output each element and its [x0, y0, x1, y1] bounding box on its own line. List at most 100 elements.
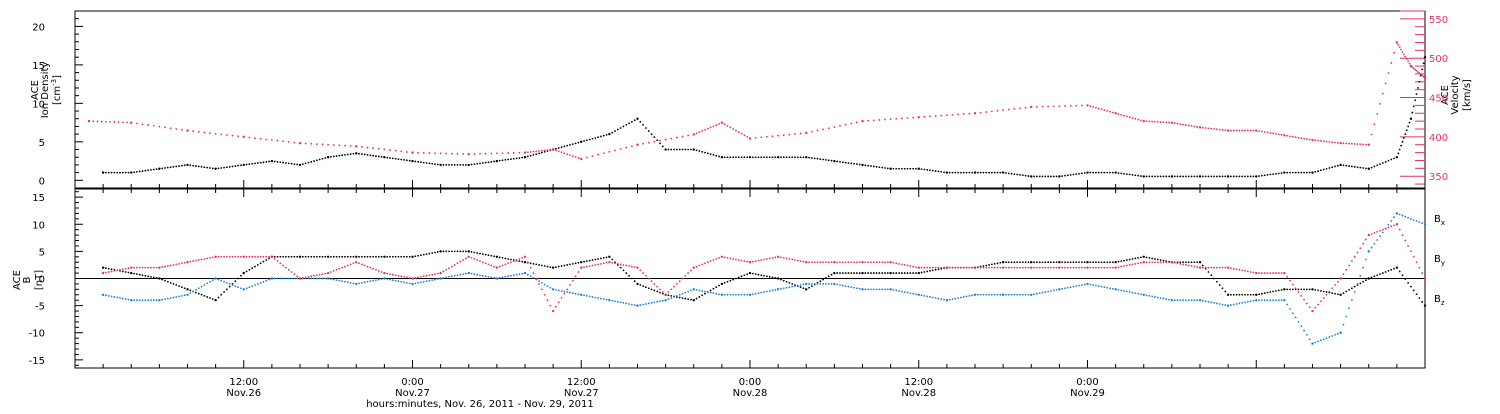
b-dot-2: [667, 291, 670, 293]
velocity-dot-0: [850, 122, 853, 125]
velocity-dot-0: [327, 143, 330, 146]
b-dot-0: [197, 292, 200, 295]
b-point-2-38: [1170, 261, 1174, 264]
velocity-dot-0: [1365, 143, 1367, 146]
b-dot-0: [808, 286, 810, 289]
b-dot-1: [684, 291, 687, 294]
density-dot-0: [473, 163, 476, 166]
velocity-dot-0: [718, 122, 720, 125]
density-dot-0: [557, 147, 560, 149]
b-dot-0: [518, 260, 521, 263]
b-point-1-35: [1086, 282, 1089, 286]
b-dot-2: [1213, 266, 1215, 269]
b-point-0-1: [130, 271, 133, 275]
b-dot-0: [1418, 297, 1421, 299]
b-dot-0: [245, 270, 248, 273]
b-dot-2: [810, 261, 813, 264]
b-dot-0: [377, 255, 380, 258]
b-dot-0: [1348, 288, 1350, 291]
velocity-dot-0: [1260, 130, 1263, 133]
b-dot-2: [1365, 238, 1367, 241]
b-dot-1: [1305, 334, 1308, 336]
velocity-dot-0: [1258, 130, 1260, 132]
b-dot-2: [726, 256, 729, 259]
b-dot-2: [1272, 272, 1275, 274]
b-dot-2: [614, 262, 616, 265]
b-dot-0: [504, 257, 507, 260]
b-dot-2: [701, 263, 704, 266]
b-point-1-27: [861, 288, 864, 291]
b-dot-1: [386, 278, 389, 280]
b-point-2-2: [158, 266, 161, 269]
velocity-dot-0: [1047, 105, 1050, 108]
b-dot-1: [819, 283, 822, 285]
b-dot-1: [1241, 302, 1244, 304]
b-point-0-11: [411, 255, 414, 259]
velocity-dot-0: [1092, 106, 1095, 108]
b-dot-0: [735, 277, 737, 280]
b-dot-0: [349, 255, 352, 258]
b-dot-2: [1221, 266, 1224, 269]
velocity-dot-0: [1235, 129, 1238, 132]
density-dot-0: [417, 160, 420, 163]
velocity-point-0-30: [1367, 143, 1370, 146]
velocity-dot-0: [377, 147, 380, 150]
density-dot-0: [375, 155, 377, 157]
density-dot-0: [555, 147, 557, 150]
velocity-dot-0: [1007, 108, 1010, 111]
b-dot-0: [681, 297, 684, 299]
b-dot-2: [625, 264, 628, 267]
legend-bz: Bz: [1434, 294, 1445, 307]
b-dot-0: [982, 265, 985, 267]
b-dot-1: [498, 277, 501, 279]
b-dot-0: [650, 288, 653, 291]
b-dot-2: [1103, 266, 1106, 269]
b-dot-2: [746, 260, 749, 263]
b-dot-2: [105, 271, 107, 274]
b-dot-2: [802, 260, 805, 263]
b-dot-0: [358, 255, 360, 258]
b-point-0-0: [101, 266, 105, 269]
density-point-0-8: [326, 156, 330, 159]
b-dot-0: [872, 272, 875, 274]
b-dot-2: [976, 266, 979, 269]
density-dot-0: [1405, 129, 1408, 132]
b-dot-1: [1109, 287, 1111, 290]
b-dot-0: [228, 285, 231, 288]
b-dot-2: [957, 266, 960, 269]
b-dot-0: [690, 298, 692, 301]
b-dot-0: [166, 280, 169, 283]
b-dot-0: [774, 277, 777, 279]
density-dot-0: [1182, 175, 1185, 178]
density-dot-0: [802, 156, 805, 159]
velocity-dot-0: [706, 127, 709, 130]
b-point-0-7: [298, 255, 302, 259]
b-dot-1: [1080, 284, 1083, 286]
b-dot-2: [164, 265, 166, 268]
b-dot-1: [830, 283, 833, 285]
b-point-2-13: [467, 255, 470, 259]
velocity-point-0-33: [1423, 76, 1427, 80]
density-dot-0: [822, 158, 825, 161]
b-dot-2: [169, 264, 172, 267]
b-dot-2: [484, 262, 487, 265]
b-dot-1: [847, 285, 850, 288]
velocity-dot-0: [934, 115, 937, 117]
velocity-point-0-28: [1311, 138, 1314, 142]
b-dot-1: [1390, 220, 1393, 222]
b-point-0-33: [1030, 261, 1033, 264]
velocity-dot-0: [1013, 107, 1016, 110]
b-point-2-15: [523, 255, 527, 259]
density-dot-0: [465, 164, 467, 166]
velocity-dot-0: [1187, 124, 1190, 127]
b-dot-2: [1190, 265, 1193, 267]
b-dot-1: [1393, 216, 1395, 219]
b-dot-1: [574, 292, 577, 295]
b-dot-1: [625, 302, 628, 305]
density-dot-0: [923, 168, 926, 171]
velocity-dot-0: [495, 152, 498, 155]
velocity-dot-0: [1134, 117, 1137, 120]
b-dot-2: [979, 266, 982, 269]
b-point-0-25: [805, 288, 808, 291]
velocity-dot-0: [591, 155, 594, 157]
